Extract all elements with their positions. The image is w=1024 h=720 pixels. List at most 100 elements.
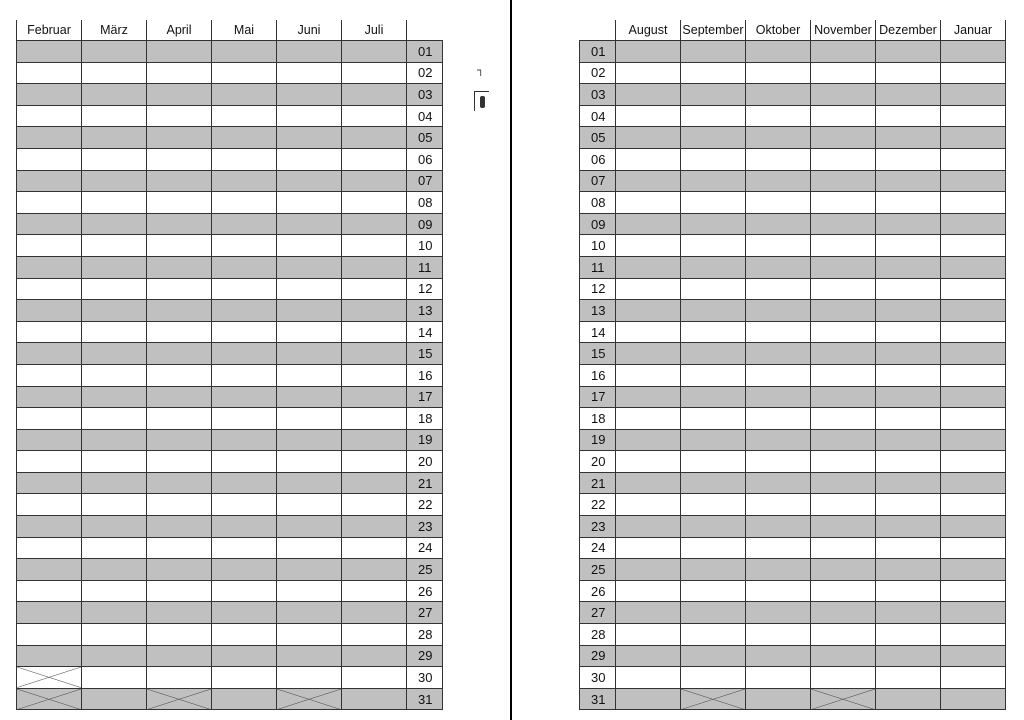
- date-cell[interactable]: [745, 536, 811, 560]
- date-cell[interactable]: [211, 536, 277, 560]
- date-cell[interactable]: [940, 363, 1006, 387]
- date-cell[interactable]: [81, 277, 147, 301]
- date-cell[interactable]: [680, 471, 746, 495]
- date-cell[interactable]: [16, 558, 82, 581]
- date-cell[interactable]: [16, 61, 82, 85]
- date-cell[interactable]: [615, 536, 681, 560]
- date-cell[interactable]: [211, 61, 277, 85]
- date-cell[interactable]: [810, 666, 876, 689]
- date-cell[interactable]: [875, 579, 941, 603]
- date-cell[interactable]: [81, 385, 147, 409]
- date-cell[interactable]: [81, 342, 147, 365]
- date-cell[interactable]: [276, 601, 342, 625]
- date-cell[interactable]: [276, 428, 342, 452]
- date-cell[interactable]: [940, 126, 1006, 149]
- date-cell[interactable]: [211, 515, 277, 538]
- date-cell[interactable]: [615, 450, 681, 473]
- date-cell[interactable]: [81, 169, 147, 193]
- date-cell[interactable]: [810, 623, 876, 646]
- date-cell[interactable]: [810, 83, 876, 106]
- date-cell[interactable]: [680, 169, 746, 193]
- date-cell[interactable]: [810, 363, 876, 387]
- date-cell[interactable]: [146, 558, 212, 581]
- date-cell[interactable]: [146, 363, 212, 387]
- date-cell[interactable]: [16, 515, 82, 538]
- date-cell[interactable]: [211, 126, 277, 149]
- date-cell[interactable]: [16, 428, 82, 452]
- date-cell[interactable]: [276, 277, 342, 301]
- date-cell[interactable]: [615, 428, 681, 452]
- date-cell[interactable]: [745, 169, 811, 193]
- date-cell[interactable]: [341, 687, 407, 711]
- date-cell[interactable]: [211, 40, 277, 63]
- date-cell[interactable]: [146, 234, 212, 257]
- date-cell[interactable]: [146, 40, 212, 63]
- date-cell[interactable]: [875, 687, 941, 711]
- date-cell[interactable]: [341, 623, 407, 646]
- date-cell[interactable]: [810, 579, 876, 603]
- date-cell[interactable]: [680, 644, 746, 668]
- date-cell[interactable]: [615, 601, 681, 625]
- date-cell[interactable]: [146, 277, 212, 301]
- date-cell[interactable]: [276, 471, 342, 495]
- date-cell[interactable]: [940, 234, 1006, 257]
- date-cell[interactable]: [940, 687, 1006, 711]
- date-cell[interactable]: [341, 515, 407, 538]
- date-cell[interactable]: [276, 579, 342, 603]
- date-cell[interactable]: [810, 450, 876, 473]
- date-cell[interactable]: [810, 299, 876, 322]
- date-cell[interactable]: [745, 666, 811, 689]
- date-cell[interactable]: [745, 191, 811, 214]
- date-cell[interactable]: [276, 385, 342, 409]
- date-cell[interactable]: [276, 61, 342, 85]
- date-cell[interactable]: [940, 104, 1006, 128]
- date-cell[interactable]: [810, 342, 876, 365]
- date-cell[interactable]: [81, 147, 147, 171]
- date-cell[interactable]: [810, 255, 876, 279]
- date-cell[interactable]: [341, 450, 407, 473]
- date-cell[interactable]: [211, 579, 277, 603]
- date-cell[interactable]: [615, 558, 681, 581]
- date-cell[interactable]: [745, 558, 811, 581]
- date-cell[interactable]: [875, 126, 941, 149]
- date-cell[interactable]: [940, 536, 1006, 560]
- date-cell[interactable]: [875, 666, 941, 689]
- date-cell[interactable]: [615, 212, 681, 236]
- date-cell[interactable]: [16, 299, 82, 322]
- date-cell[interactable]: [16, 191, 82, 214]
- date-cell[interactable]: [875, 104, 941, 128]
- date-cell[interactable]: [276, 191, 342, 214]
- date-cell[interactable]: [341, 644, 407, 668]
- date-cell[interactable]: [16, 644, 82, 668]
- date-cell[interactable]: [81, 644, 147, 668]
- date-cell[interactable]: [341, 61, 407, 85]
- date-cell[interactable]: [615, 299, 681, 322]
- date-cell[interactable]: [16, 407, 82, 430]
- date-cell[interactable]: [745, 147, 811, 171]
- date-cell[interactable]: [940, 428, 1006, 452]
- date-cell[interactable]: [211, 342, 277, 365]
- date-cell[interactable]: [875, 277, 941, 301]
- date-cell[interactable]: [211, 191, 277, 214]
- date-cell[interactable]: [146, 471, 212, 495]
- date-cell[interactable]: [146, 428, 212, 452]
- date-cell[interactable]: [81, 666, 147, 689]
- date-cell[interactable]: [276, 363, 342, 387]
- date-cell[interactable]: [16, 385, 82, 409]
- date-cell[interactable]: [211, 428, 277, 452]
- date-cell[interactable]: [810, 601, 876, 625]
- date-cell[interactable]: [680, 558, 746, 581]
- date-cell[interactable]: [875, 450, 941, 473]
- date-cell[interactable]: [810, 558, 876, 581]
- date-cell[interactable]: [875, 342, 941, 365]
- date-cell[interactable]: [276, 126, 342, 149]
- date-cell[interactable]: [211, 320, 277, 344]
- date-cell[interactable]: [745, 61, 811, 85]
- date-cell[interactable]: [276, 515, 342, 538]
- date-cell[interactable]: [146, 61, 212, 85]
- date-cell[interactable]: [211, 471, 277, 495]
- date-cell[interactable]: [875, 385, 941, 409]
- date-cell[interactable]: [81, 623, 147, 646]
- date-cell[interactable]: [680, 255, 746, 279]
- date-cell[interactable]: [615, 579, 681, 603]
